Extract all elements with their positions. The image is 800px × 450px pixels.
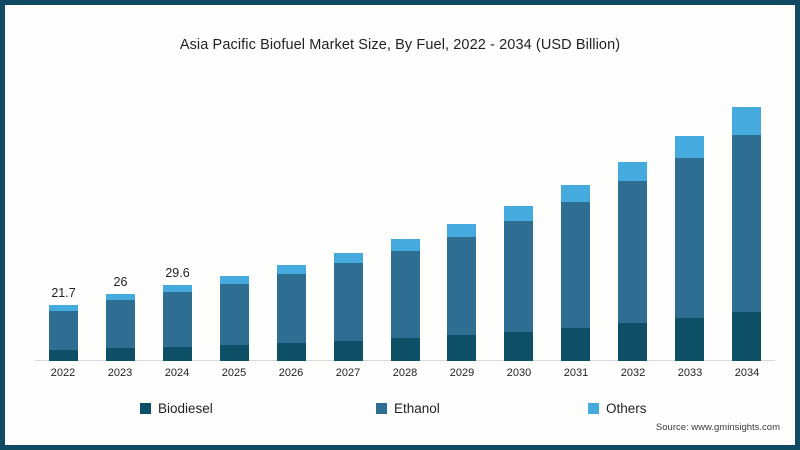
x-tick-label: 2025 [221,367,247,379]
legend-label-ethanol: Ethanol [394,401,440,416]
x-tick-label: 2029 [449,367,475,379]
bar-segment-ethanol[interactable] [277,273,306,343]
bar-segment-biodiesel[interactable] [334,340,363,361]
chart-canvas: Asia Pacific Biofuel Market Size, By Fue… [5,5,795,445]
bar-segment-biodiesel[interactable] [504,332,533,361]
bar-segment-others[interactable] [675,136,704,158]
chart-title: Asia Pacific Biofuel Market Size, By Fue… [179,37,621,53]
x-tick-label: 2027 [335,367,361,379]
bar-segment-others[interactable] [106,293,135,300]
bar-group[interactable] [675,136,704,361]
bar-group[interactable] [334,252,363,361]
bar-segment-ethanol[interactable] [675,157,704,319]
bar-segment-ethanol[interactable] [447,236,476,336]
bar-segment-others[interactable] [561,185,590,203]
bar-segment-biodiesel[interactable] [447,335,476,361]
bar-segment-ethanol[interactable] [106,299,135,349]
source-attribution: Source: www.gminsights.com [655,422,780,433]
bar-segment-biodiesel[interactable] [675,318,704,361]
bar-segment-biodiesel[interactable] [277,342,306,361]
bar-segment-ethanol[interactable] [732,135,761,312]
bar-total-label: 21.7 [51,286,76,301]
bar-segment-others[interactable] [220,275,249,284]
bar-group[interactable]: 29.6 [163,266,192,361]
bar-group[interactable] [618,162,647,361]
bar-group[interactable] [561,185,590,361]
bar-segment-ethanol[interactable] [163,291,192,347]
bar-segment-others[interactable] [163,284,192,292]
x-tick-label: 2023 [107,367,133,379]
legend-item-ethanol[interactable]: Ethanol [376,401,440,416]
bar-group[interactable] [277,264,306,361]
x-tick-label: 2033 [677,367,703,379]
bar-group[interactable]: 21.7 [49,286,78,361]
bar-segment-biodiesel[interactable] [163,346,192,361]
x-tick-label: 2024 [164,367,190,379]
bar-segment-biodiesel[interactable] [106,348,135,361]
bar-segment-biodiesel[interactable] [391,338,420,361]
bar-group[interactable]: 26 [106,275,135,361]
bar-segment-ethanol[interactable] [334,262,363,341]
x-tick-label: 2034 [734,367,760,379]
bar-segment-ethanol[interactable] [49,310,78,350]
bar-segment-biodiesel[interactable] [732,311,761,361]
legend-swatch-biodiesel [140,403,151,414]
bar-segment-ethanol[interactable] [618,181,647,324]
legend-item-biodiesel[interactable]: Biodiesel [140,401,213,416]
bar-segment-others[interactable] [49,305,78,311]
bar-segment-ethanol[interactable] [391,250,420,339]
bar-segment-ethanol[interactable] [220,283,249,346]
x-axis-tick-labels: 2022 2023 2024 2025 2026 2027 2028 2029 2030 2031… [35,367,775,387]
plot-area: 21.7 26 29.6 [35,75,775,361]
bar-segment-ethanol[interactable] [504,220,533,333]
bar-segment-ethanol[interactable] [561,202,590,328]
bar-segment-biodiesel[interactable] [220,345,249,361]
bar-segment-biodiesel[interactable] [561,327,590,361]
x-tick-label: 2026 [278,367,304,379]
bar-segment-others[interactable] [334,252,363,263]
legend-swatch-others [588,403,599,414]
legend-swatch-ethanol [376,403,387,414]
legend-item-others[interactable]: Others [588,401,647,416]
bar-segment-others[interactable] [504,205,533,221]
chart-legend: Biodiesel Ethanol Others [140,401,685,423]
bar-group[interactable] [220,275,249,361]
bar-segment-others[interactable] [277,264,306,274]
x-tick-label: 2030 [506,367,532,379]
bar-group[interactable] [732,106,761,361]
bar-segment-others[interactable] [391,239,420,251]
bar-segment-others[interactable] [618,162,647,182]
bar-segment-biodiesel[interactable] [618,323,647,361]
bar-group[interactable] [504,205,533,361]
x-tick-label: 2032 [620,367,646,379]
bar-segment-biodiesel[interactable] [49,349,78,361]
bar-total-label: 26 [113,274,128,289]
bar-segment-others[interactable] [447,223,476,237]
legend-label-biodiesel: Biodiesel [158,401,213,416]
bar-total-label: 29.6 [165,265,190,280]
legend-label-others: Others [606,401,647,416]
bar-group[interactable] [447,223,476,361]
x-tick-label: 2022 [50,367,76,379]
bar-segment-others[interactable] [732,106,761,136]
bar-group[interactable] [391,239,420,361]
x-tick-label: 2031 [563,367,589,379]
x-tick-label: 2028 [392,367,418,379]
